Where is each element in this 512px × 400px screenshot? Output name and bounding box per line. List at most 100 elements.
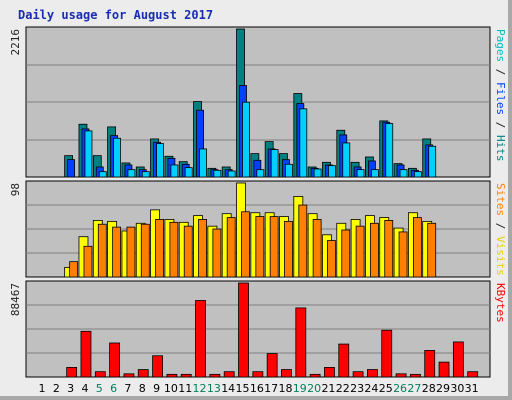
legend-bottom: KBytes <box>494 283 507 323</box>
legend-text: Pages <box>494 29 507 63</box>
x-tick-label-day-13: 13 <box>207 382 221 395</box>
bar-kbytes-day-24 <box>367 369 378 378</box>
bar-sites-day-15 <box>241 211 250 278</box>
bar-pages-day-27 <box>413 171 422 178</box>
bar-sites-day-16 <box>255 216 265 278</box>
bar-files-day-3 <box>67 159 76 178</box>
legend-text: Visits <box>494 236 507 276</box>
bar-pages-day-9 <box>156 143 164 178</box>
legend-text: / <box>494 62 507 82</box>
bar-sites-day-9 <box>155 219 164 278</box>
bar-kbytes-day-28 <box>424 350 436 378</box>
bar-kbytes-day-17 <box>266 353 278 378</box>
legend-text: KBytes <box>494 283 507 323</box>
bar-pages-day-20 <box>313 168 322 178</box>
bar-pages-day-26 <box>399 169 408 178</box>
bar-pages-day-14 <box>227 170 236 178</box>
x-tick-label-day-16: 16 <box>250 382 264 395</box>
y-max-label-top: 2216 <box>9 29 22 56</box>
bar-sites-day-6 <box>112 226 122 278</box>
bar-kbytes-day-16 <box>252 371 264 378</box>
y-max-label-middle: 98 <box>9 183 22 197</box>
bar-sites-day-22 <box>341 229 351 278</box>
bar-sites-day-12 <box>198 219 207 278</box>
x-tick-label-day-20: 20 <box>307 382 321 395</box>
bar-sites-day-26 <box>398 231 408 278</box>
x-tick-label-day-29: 29 <box>436 382 450 395</box>
x-tick-label-day-28: 28 <box>422 382 436 395</box>
bar-kbytes-day-15 <box>238 282 249 378</box>
x-tick-label-day-22: 22 <box>336 382 350 395</box>
bar-sites-day-10 <box>169 221 179 278</box>
bar-pages-day-10 <box>170 164 179 178</box>
bar-kbytes-day-13 <box>209 373 221 378</box>
legend-text: / <box>494 216 507 236</box>
bar-kbytes-day-7 <box>123 373 135 378</box>
bar-pages-day-8 <box>141 171 150 178</box>
bar-sites-day-3 <box>69 261 79 278</box>
bar-kbytes-day-20 <box>309 373 321 378</box>
x-tick-label-day-30: 30 <box>450 382 464 395</box>
legend-text: Files <box>494 82 507 116</box>
bar-pages-day-24 <box>371 169 379 178</box>
bar-sites-day-25 <box>384 220 394 278</box>
bar-pages-day-22 <box>342 142 351 178</box>
bar-kbytes-day-9 <box>152 355 163 378</box>
bar-kbytes-day-30 <box>452 341 464 378</box>
bar-pages-day-21 <box>328 165 336 178</box>
bar-kbytes-day-27 <box>409 373 421 378</box>
bar-kbytes-day-25 <box>381 329 393 378</box>
bar-kbytes-day-21 <box>324 367 335 378</box>
bar-sites-day-11 <box>183 225 193 278</box>
x-tick-label-day-1: 1 <box>39 382 46 395</box>
bar-kbytes-day-19 <box>295 307 307 378</box>
bar-pages-day-12 <box>199 148 207 178</box>
bar-kbytes-day-12 <box>195 300 206 378</box>
bar-sites-day-8 <box>140 223 150 278</box>
bar-sites-day-7 <box>126 226 136 278</box>
bar-sites-day-27 <box>412 217 422 278</box>
x-tick-label-day-26: 26 <box>393 382 407 395</box>
bar-pages-day-6 <box>113 137 122 178</box>
x-tick-label-day-11: 11 <box>178 382 192 395</box>
bar-pages-day-23 <box>356 169 365 178</box>
bar-sites-day-24 <box>370 222 379 278</box>
bar-pages-day-18 <box>285 163 293 178</box>
bar-sites-day-18 <box>284 220 293 278</box>
bar-kbytes-day-29 <box>438 361 450 378</box>
x-tick-label-day-6: 6 <box>110 382 117 395</box>
x-tick-label-day-15: 15 <box>236 382 250 395</box>
bar-sites-day-13 <box>212 228 222 278</box>
bar-kbytes-day-11 <box>180 373 192 378</box>
y-max-label-bottom: 88467 <box>9 283 22 317</box>
legend-text: / <box>494 115 507 135</box>
bar-pages-day-15 <box>242 101 250 178</box>
bar-sites-day-17 <box>269 216 279 278</box>
legend-middle: Sites / Visits <box>494 183 507 276</box>
bar-kbytes-day-3 <box>66 367 78 378</box>
bar-kbytes-day-5 <box>94 371 106 378</box>
bar-pages-day-19 <box>299 108 308 178</box>
bar-pages-day-25 <box>385 123 394 178</box>
bar-kbytes-day-10 <box>166 373 178 378</box>
bar-pages-day-16 <box>256 169 265 178</box>
x-tick-label-day-25: 25 <box>379 382 393 395</box>
x-tick-label-day-4: 4 <box>81 382 88 395</box>
bar-sites-day-4 <box>83 245 93 278</box>
bar-kbytes-day-14 <box>223 371 235 378</box>
bar-pages-day-7 <box>127 169 136 178</box>
x-tick-label-day-10: 10 <box>164 382 178 395</box>
bar-sites-day-5 <box>97 223 107 278</box>
bar-kbytes-day-26 <box>395 373 407 378</box>
bar-kbytes-day-22 <box>338 343 350 378</box>
bar-sites-day-21 <box>327 240 336 278</box>
x-tick-label-day-23: 23 <box>350 382 364 395</box>
x-tick-label-day-31: 31 <box>465 382 479 395</box>
x-tick-label-day-27: 27 <box>407 382 421 395</box>
bar-kbytes-day-8 <box>137 369 149 378</box>
legend-top: Pages / Files / Hits <box>494 29 507 162</box>
x-tick-label-day-9: 9 <box>153 382 160 395</box>
x-tick-label-day-19: 19 <box>293 382 307 395</box>
bar-kbytes-day-31 <box>467 371 479 378</box>
